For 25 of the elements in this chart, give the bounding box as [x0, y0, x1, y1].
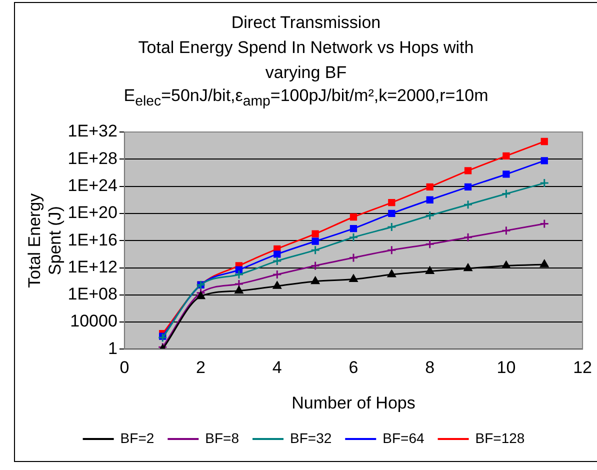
- y-tick-label: 1E+08: [68, 284, 118, 304]
- x-tick-label: 2: [196, 358, 206, 378]
- chart-subtitle: E$_{elec}$=50nJ/bit,ε$_{amp}$=100pJ/bit/m²,k=2000,r=10m: [122, 86, 490, 110]
- y-tick-label: 1E+32: [68, 122, 118, 141]
- y-tick-label: 1: [108, 338, 118, 358]
- y-tick-label: 1E+24: [68, 176, 118, 195]
- legend-label: BF=32: [290, 430, 332, 446]
- chart-title: Direct Transmission Total Energy Spend In Network vs Hops with varying BF: [137, 12, 475, 84]
- y-tick-label: 1E+28: [68, 148, 118, 168]
- legend-label: BF=2: [120, 430, 154, 446]
- legend-label: BF=128: [475, 430, 525, 446]
- y-tick-label: 10000: [70, 312, 118, 331]
- y-tick-label: 1E+16: [68, 230, 118, 250]
- x-tick-label: 0: [120, 358, 130, 378]
- x-axis-title: Number of Hops: [292, 393, 416, 412]
- legend-label: BF=64: [382, 430, 424, 446]
- y-tick-label: 1E+20: [68, 203, 118, 222]
- x-tick-label: 8: [425, 358, 435, 378]
- x-tick-label: 12: [573, 358, 592, 378]
- x-tick-label: 10: [496, 358, 516, 378]
- x-tick-label: 4: [272, 358, 282, 378]
- x-tick-label: 6: [348, 358, 358, 378]
- legend-label: BF=8: [205, 430, 240, 446]
- y-tick-label: 1E+12: [68, 257, 118, 276]
- y-axis-title: Total Energy Spent (J): [24, 192, 64, 288]
